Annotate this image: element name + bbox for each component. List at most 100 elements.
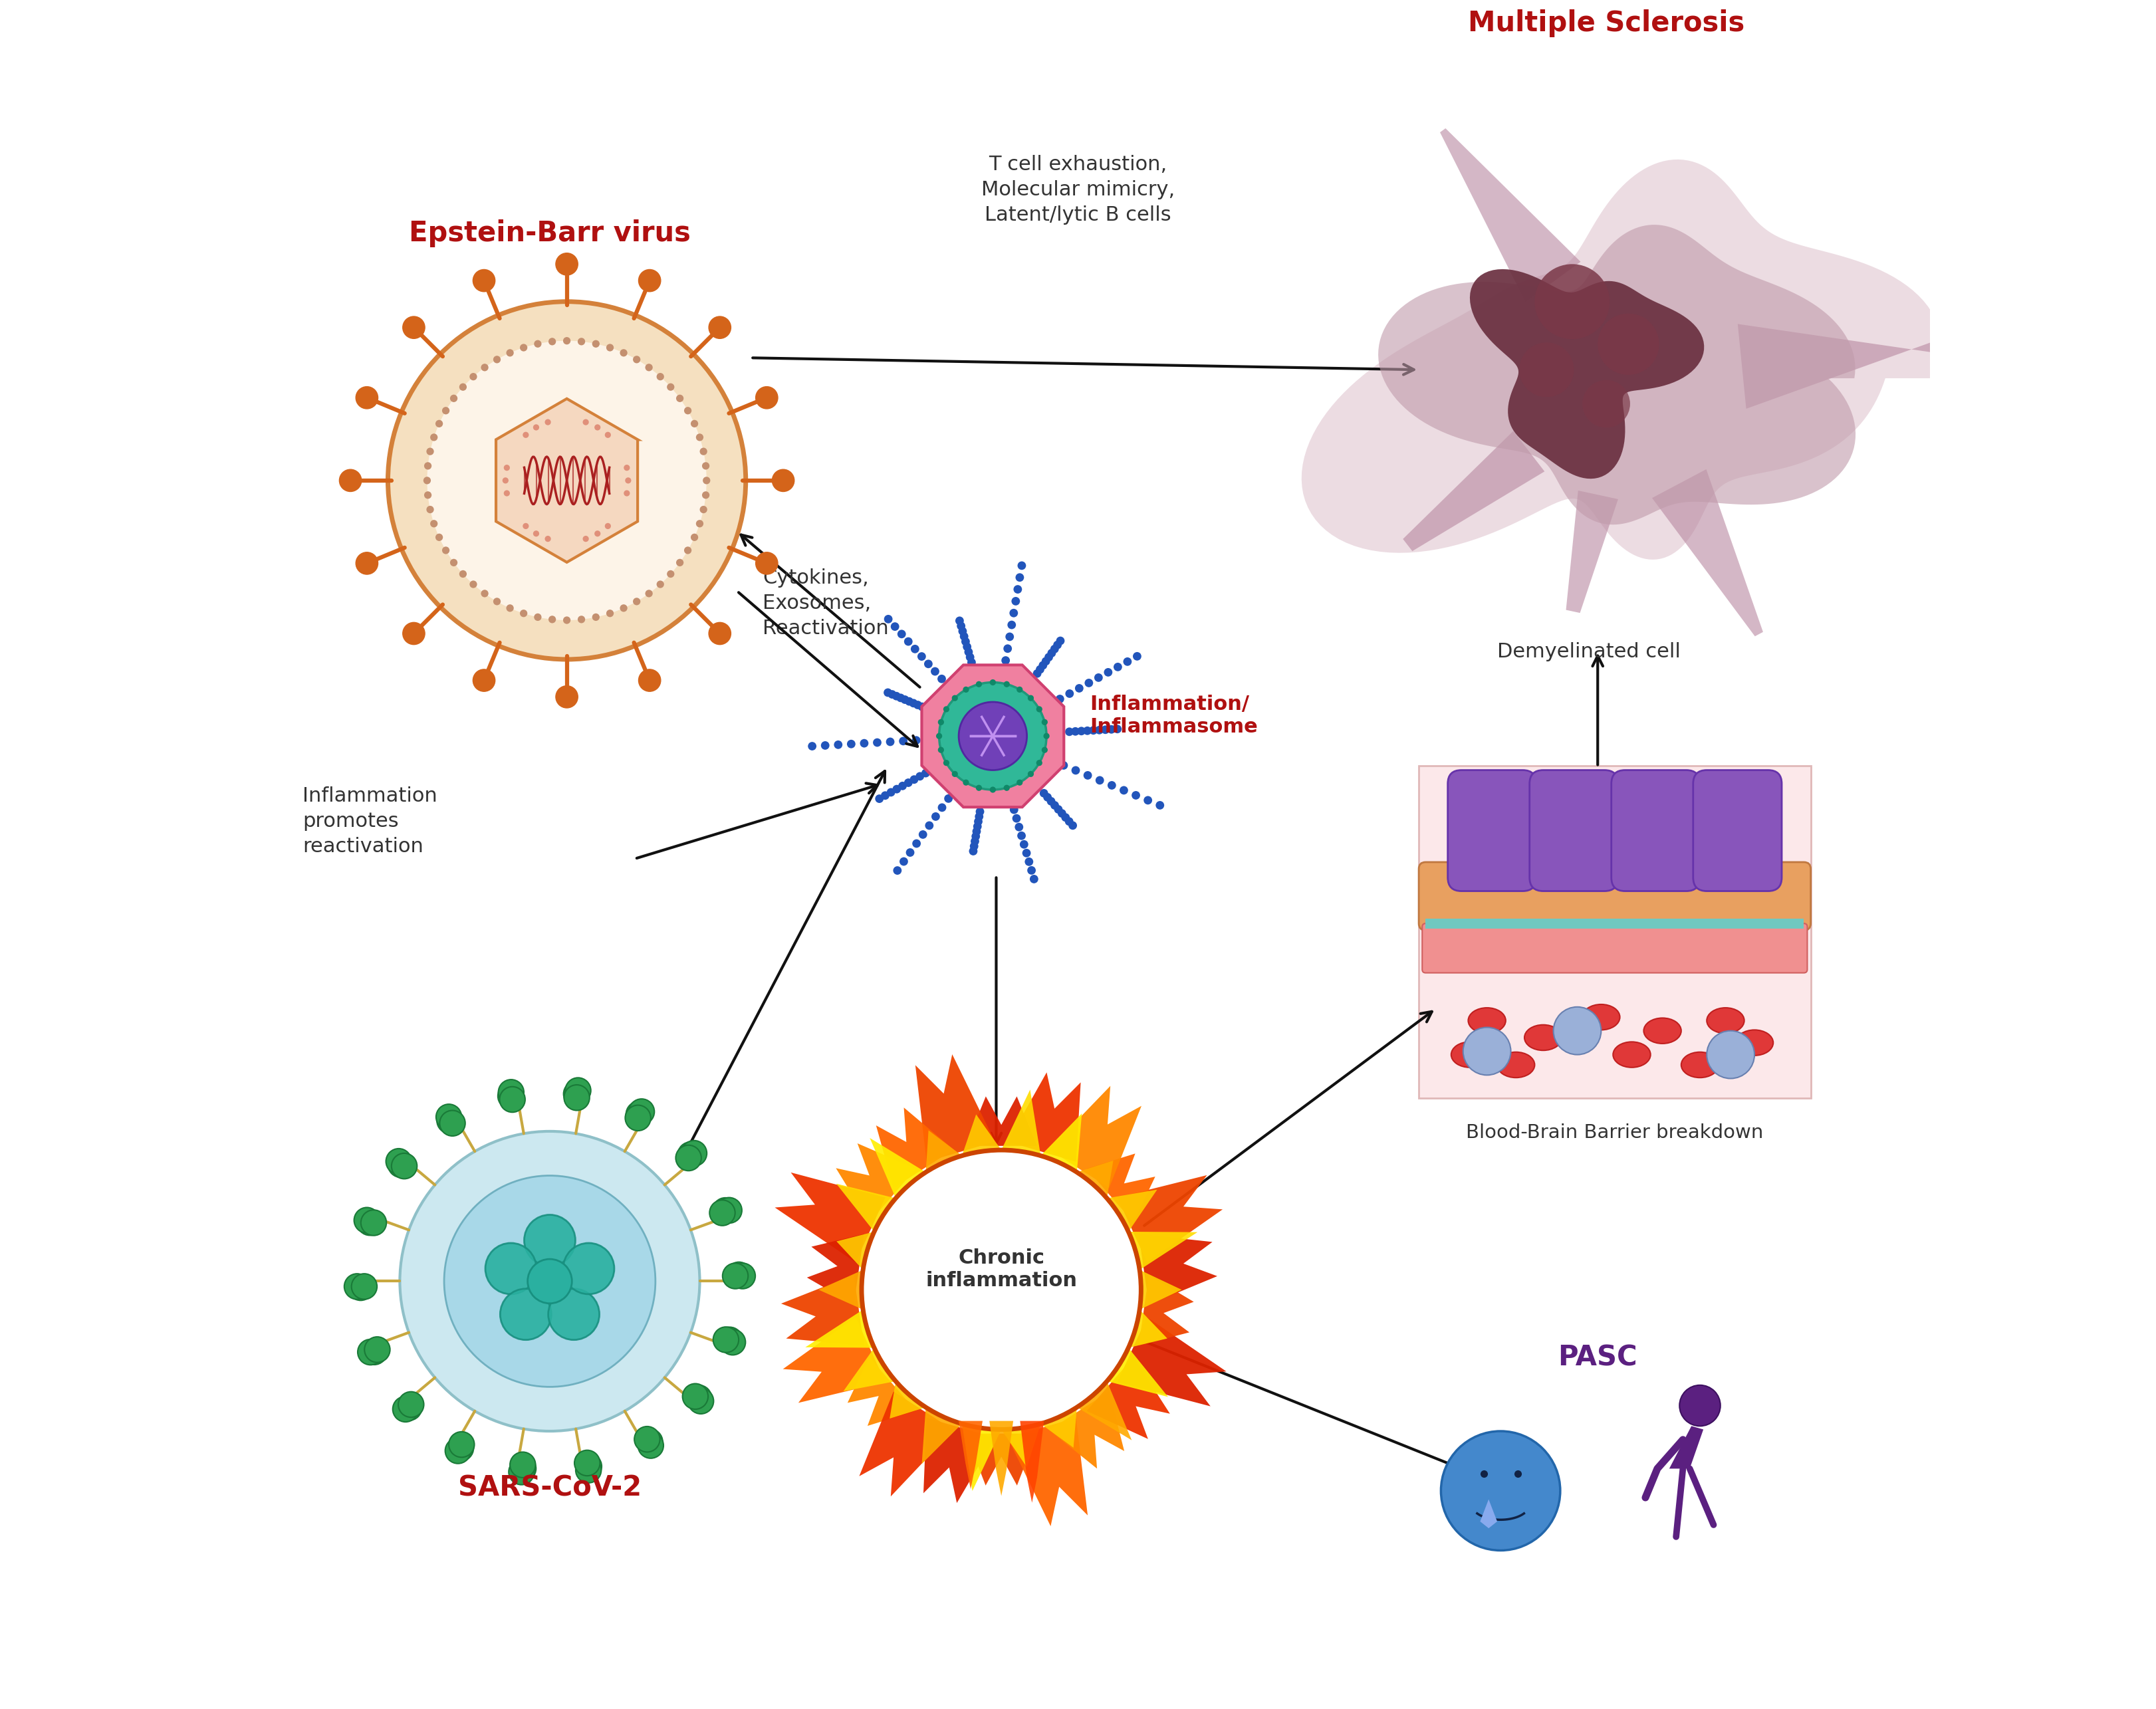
Circle shape [625, 477, 632, 484]
Circle shape [1026, 866, 1035, 875]
Polygon shape [774, 1172, 886, 1263]
Circle shape [565, 1085, 589, 1111]
Circle shape [886, 788, 895, 796]
Polygon shape [843, 1348, 895, 1391]
Circle shape [959, 702, 1026, 771]
Circle shape [1024, 858, 1033, 866]
Circle shape [347, 1275, 373, 1301]
Circle shape [938, 719, 944, 725]
Circle shape [565, 1078, 591, 1104]
Circle shape [1044, 733, 1050, 738]
Ellipse shape [1613, 1042, 1651, 1068]
Circle shape [427, 506, 433, 513]
Circle shape [582, 535, 589, 542]
Circle shape [451, 559, 457, 566]
Circle shape [975, 812, 983, 820]
Circle shape [403, 316, 425, 338]
Circle shape [899, 858, 908, 866]
Text: Inflammation
promotes
reactivation: Inflammation promotes reactivation [302, 786, 438, 856]
Polygon shape [1000, 1090, 1041, 1155]
Circle shape [623, 490, 630, 496]
Circle shape [392, 1154, 416, 1179]
Polygon shape [1106, 1348, 1169, 1396]
Circle shape [1059, 808, 1067, 817]
Circle shape [1104, 668, 1112, 677]
Circle shape [1054, 805, 1063, 813]
Circle shape [563, 617, 571, 624]
Ellipse shape [1736, 1031, 1772, 1056]
FancyBboxPatch shape [1449, 771, 1537, 890]
Circle shape [951, 771, 957, 778]
Circle shape [595, 530, 602, 537]
Circle shape [563, 337, 571, 345]
Circle shape [681, 1140, 707, 1166]
Circle shape [545, 419, 552, 426]
Circle shape [1598, 313, 1660, 374]
Circle shape [910, 699, 918, 708]
Polygon shape [990, 1420, 1013, 1495]
Circle shape [1005, 632, 1013, 641]
Circle shape [888, 690, 897, 699]
Ellipse shape [1682, 1053, 1718, 1078]
Circle shape [625, 1106, 651, 1131]
Polygon shape [1738, 302, 2050, 408]
Circle shape [1018, 687, 1022, 692]
Circle shape [548, 1289, 599, 1340]
Polygon shape [1000, 1424, 1041, 1468]
Text: T cell exhaustion,
Molecular mimicry,
Latent/lytic B cells: T cell exhaustion, Molecular mimicry, La… [981, 156, 1175, 226]
Circle shape [1005, 682, 1009, 687]
Circle shape [423, 477, 431, 484]
Circle shape [709, 316, 731, 338]
Circle shape [1095, 776, 1104, 784]
Circle shape [1037, 706, 1041, 713]
Circle shape [990, 786, 996, 793]
Circle shape [1464, 1027, 1511, 1075]
Circle shape [494, 598, 500, 605]
Circle shape [675, 1145, 701, 1171]
Circle shape [696, 434, 703, 441]
Circle shape [606, 432, 610, 438]
Circle shape [1013, 813, 1020, 822]
Circle shape [1015, 573, 1024, 581]
Circle shape [1108, 725, 1115, 733]
Circle shape [427, 340, 707, 620]
Circle shape [500, 1087, 526, 1113]
FancyBboxPatch shape [1425, 918, 1805, 928]
Circle shape [890, 622, 899, 631]
Circle shape [1028, 771, 1035, 778]
Polygon shape [1050, 1085, 1141, 1188]
Polygon shape [780, 1275, 865, 1345]
Circle shape [1082, 726, 1091, 735]
Circle shape [623, 465, 630, 470]
Circle shape [351, 1273, 377, 1299]
Circle shape [944, 706, 949, 713]
Circle shape [1031, 875, 1039, 884]
Circle shape [548, 338, 556, 345]
Circle shape [903, 637, 912, 646]
Circle shape [1156, 802, 1164, 810]
Circle shape [593, 340, 599, 347]
Circle shape [925, 660, 934, 668]
Circle shape [703, 461, 709, 470]
Circle shape [1050, 802, 1059, 810]
Circle shape [403, 622, 425, 644]
Polygon shape [962, 1424, 1000, 1490]
Circle shape [522, 523, 528, 530]
Circle shape [886, 738, 895, 747]
Circle shape [821, 742, 830, 750]
Circle shape [436, 420, 442, 427]
Circle shape [472, 270, 496, 292]
Circle shape [936, 733, 942, 738]
Polygon shape [837, 1232, 873, 1270]
Circle shape [690, 420, 699, 427]
Circle shape [399, 1131, 701, 1430]
Circle shape [912, 737, 921, 745]
Circle shape [701, 506, 707, 513]
Circle shape [718, 1328, 742, 1354]
FancyBboxPatch shape [1611, 771, 1699, 890]
Polygon shape [966, 1434, 1037, 1485]
Circle shape [716, 1198, 742, 1224]
Polygon shape [1302, 159, 1940, 559]
Circle shape [772, 470, 793, 492]
Circle shape [431, 434, 438, 441]
